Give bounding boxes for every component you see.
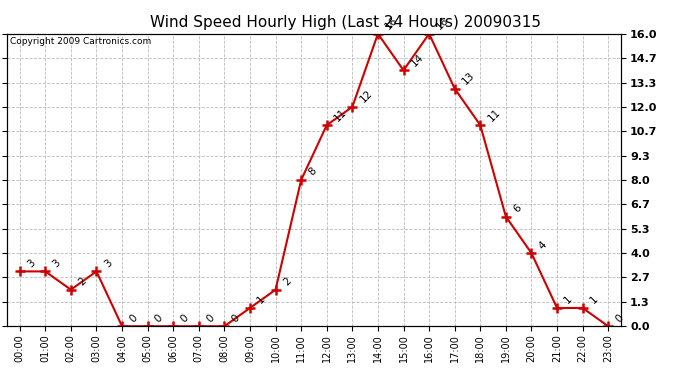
Text: 3: 3	[51, 258, 63, 269]
Text: 0: 0	[204, 312, 216, 324]
Text: 16: 16	[435, 15, 451, 32]
Text: 0: 0	[128, 312, 139, 324]
Text: 1: 1	[255, 294, 267, 306]
Text: 0: 0	[153, 312, 165, 324]
Text: 11: 11	[486, 106, 502, 123]
Text: 2: 2	[77, 276, 88, 288]
Text: 0: 0	[179, 312, 190, 324]
Text: 13: 13	[460, 70, 477, 86]
Text: 3: 3	[26, 258, 37, 269]
Text: Wind Speed Hourly High (Last 24 Hours) 20090315: Wind Speed Hourly High (Last 24 Hours) 2…	[150, 15, 540, 30]
Text: 4: 4	[537, 239, 549, 251]
Text: 1: 1	[588, 294, 600, 306]
Text: Copyright 2009 Cartronics.com: Copyright 2009 Cartronics.com	[10, 37, 151, 46]
Text: 8: 8	[307, 166, 319, 178]
Text: 2: 2	[281, 276, 293, 288]
Text: 0: 0	[230, 312, 241, 324]
Text: 11: 11	[333, 106, 348, 123]
Text: 6: 6	[511, 202, 523, 214]
Text: 14: 14	[409, 52, 426, 68]
Text: 12: 12	[358, 88, 375, 105]
Text: 3: 3	[102, 258, 114, 269]
Text: 0: 0	[614, 312, 625, 324]
Text: 1: 1	[562, 294, 574, 306]
Text: 16: 16	[384, 15, 400, 32]
